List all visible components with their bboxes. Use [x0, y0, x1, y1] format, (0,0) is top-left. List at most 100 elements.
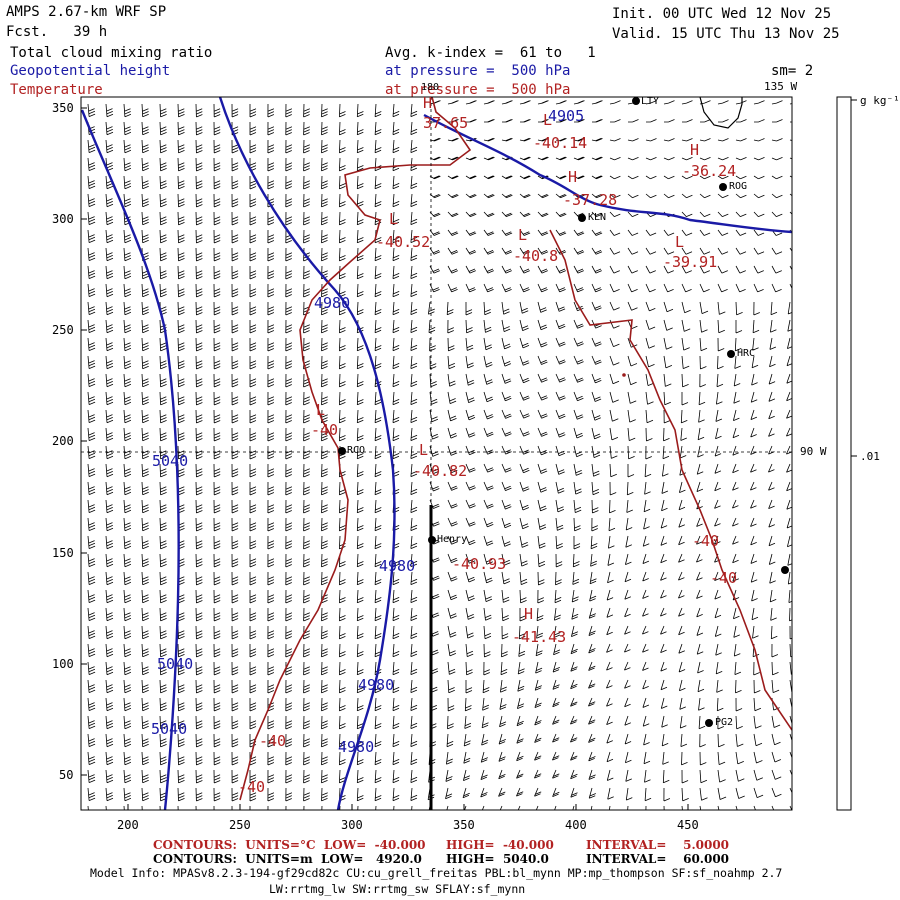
wind-barb: [537, 265, 548, 274]
wind-barb: [660, 679, 668, 691]
wind-barb: [753, 265, 764, 274]
station-kln: KLN: [588, 212, 607, 223]
wind-barb: [141, 139, 149, 154]
wind-barb: [303, 121, 310, 136]
wind-barb: [573, 373, 584, 383]
wind-barb: [231, 517, 239, 532]
wind-barb: [249, 482, 257, 496]
wind-barb: [141, 175, 149, 190]
wind-barb: [356, 625, 364, 640]
wind-barb: [627, 175, 639, 180]
wind-barb: [717, 138, 729, 142]
x-tick-350: 350: [453, 818, 475, 832]
wind-barb: [321, 283, 328, 298]
wind-barb: [501, 175, 513, 180]
wind-barb: [339, 391, 346, 406]
wind-barb: [429, 481, 440, 492]
wind-barb: [213, 499, 221, 514]
wind-barb: [159, 481, 167, 496]
wind-barb: [591, 100, 603, 105]
wind-barb: [447, 553, 458, 563]
wind-barb: [663, 391, 671, 406]
wind-barb: [696, 571, 703, 581]
wind-barb: [751, 355, 759, 369]
wind-barb: [213, 715, 221, 730]
wind-barb: [321, 211, 328, 226]
wind-barb: [697, 427, 705, 441]
y-tick-150: 150: [52, 546, 74, 560]
wind-barb: [789, 679, 792, 693]
wind-barb: [285, 373, 293, 388]
wind-barb: [734, 337, 742, 352]
wind-barb: [141, 229, 149, 244]
wind-barb: [573, 156, 585, 161]
wind-barb: [285, 157, 293, 172]
wind-barb: [625, 535, 632, 548]
temp-label-13: -40: [710, 569, 738, 587]
wind-barb: [213, 625, 221, 640]
wind-barb: [159, 337, 167, 352]
wind-barb: [588, 733, 596, 743]
wind-barb: [374, 247, 382, 262]
wind-barb: [195, 481, 203, 496]
height-pressure: at pressure = 500 hPa: [385, 63, 571, 79]
wind-barb: [303, 733, 310, 748]
wind-barb: [105, 193, 114, 208]
wind-barb: [267, 463, 275, 478]
wind-barb: [285, 805, 287, 810]
wind-barb: [642, 661, 649, 671]
wind-barb: [624, 625, 631, 635]
wind-barb: [267, 715, 275, 730]
wind-barb: [105, 157, 114, 172]
wind-barb: [303, 787, 310, 802]
wind-barb: [374, 733, 382, 748]
wind-barb: [463, 751, 471, 764]
wind-barb: [555, 355, 566, 365]
wind-barb: [679, 679, 686, 692]
height-contour-high: HIGH= 5040.0: [446, 852, 549, 866]
wind-barb: [555, 409, 566, 419]
wind-barb: [356, 697, 364, 712]
wind-barb: [624, 589, 631, 600]
wind-barb: [697, 445, 704, 458]
wind-barb: [574, 119, 585, 123]
wind-barb: [213, 769, 221, 784]
wind-barb: [518, 643, 526, 657]
wind-barb: [249, 410, 257, 424]
wind-barb: [660, 643, 667, 653]
wind-barb: [465, 373, 475, 386]
wind-barb: [213, 355, 221, 370]
wind-barb: [537, 137, 549, 142]
wind-barb: [789, 157, 792, 160]
wind-barb: [789, 661, 792, 675]
wind-barb: [696, 517, 703, 527]
wind-barb: [410, 301, 418, 315]
wind-barb: [447, 247, 459, 255]
marker-low-1: L: [543, 111, 553, 129]
wind-barb: [267, 211, 275, 226]
wind-barb: [303, 337, 310, 352]
wind-barb: [249, 536, 257, 550]
wind-barb: [321, 643, 328, 658]
wind-barb: [570, 787, 578, 798]
wind-barb: [392, 571, 400, 586]
wind-barb: [660, 625, 667, 635]
wind-barb: [285, 733, 293, 748]
wind-barb: [303, 751, 310, 766]
init-time: Init. 00 UTC Wed 12 Nov 25: [612, 6, 832, 22]
wind-barb: [789, 697, 792, 710]
wind-barb: [105, 247, 114, 262]
temp-label-4: -37.28: [563, 191, 618, 209]
wind-barb: [105, 679, 114, 694]
wind-barb: [447, 499, 458, 509]
wind-barb: [678, 499, 686, 511]
wind-barb: [663, 805, 665, 810]
wind-barb: [571, 607, 579, 620]
wind-barb: [606, 625, 613, 636]
wind-barb: [195, 589, 203, 604]
wind-barb: [645, 138, 657, 142]
wind-barb: [213, 679, 221, 694]
wind-barb: [482, 697, 490, 711]
wind-barb: [498, 787, 506, 797]
wind-barb: [141, 193, 149, 208]
